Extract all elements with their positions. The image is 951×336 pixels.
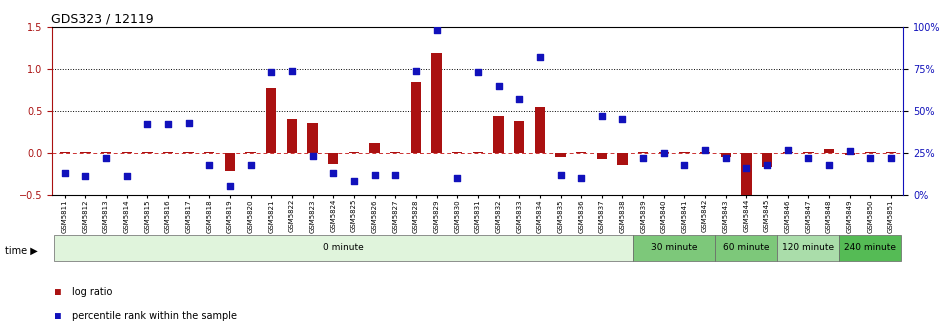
- Point: [408, 68, 423, 73]
- Bar: [473, 152, 483, 153]
- Bar: [328, 153, 339, 164]
- Bar: [101, 152, 111, 153]
- Bar: [721, 153, 731, 157]
- Point: [78, 174, 93, 179]
- Bar: [452, 152, 462, 153]
- Point: [739, 165, 754, 171]
- Point: [677, 162, 692, 167]
- Point: [594, 113, 610, 119]
- Bar: [741, 153, 751, 199]
- Text: percentile rank within the sample: percentile rank within the sample: [72, 311, 238, 321]
- Bar: [534, 107, 545, 153]
- Bar: [122, 152, 132, 153]
- Point: [263, 70, 279, 75]
- Bar: [632, 235, 715, 261]
- Bar: [60, 152, 69, 153]
- Bar: [287, 119, 297, 153]
- Point: [325, 170, 340, 176]
- Bar: [224, 153, 235, 171]
- Text: 60 minute: 60 minute: [723, 243, 769, 252]
- Text: ■: ■: [55, 287, 61, 297]
- Bar: [349, 152, 359, 153]
- Point: [450, 175, 465, 181]
- Bar: [844, 153, 855, 155]
- Bar: [390, 152, 400, 153]
- Point: [533, 54, 548, 60]
- Point: [161, 122, 176, 127]
- Bar: [715, 235, 777, 261]
- Point: [181, 120, 196, 125]
- Text: 30 minute: 30 minute: [650, 243, 697, 252]
- Bar: [865, 152, 876, 153]
- Bar: [596, 153, 607, 159]
- Point: [305, 154, 320, 159]
- Bar: [638, 152, 649, 153]
- Text: 240 minute: 240 minute: [844, 243, 897, 252]
- Bar: [245, 152, 256, 153]
- Point: [697, 147, 712, 152]
- Point: [801, 155, 816, 161]
- Point: [863, 155, 878, 161]
- Text: 120 minute: 120 minute: [783, 243, 834, 252]
- Point: [491, 83, 506, 88]
- Point: [553, 172, 568, 177]
- Point: [470, 70, 485, 75]
- Bar: [840, 235, 902, 261]
- Text: GDS323 / 12119: GDS323 / 12119: [51, 13, 154, 26]
- Bar: [679, 152, 689, 153]
- Point: [119, 174, 134, 179]
- Bar: [804, 152, 814, 153]
- Point: [760, 162, 775, 167]
- Bar: [266, 88, 277, 153]
- Point: [388, 172, 403, 177]
- Bar: [700, 152, 710, 153]
- Bar: [514, 121, 524, 153]
- Bar: [555, 153, 566, 157]
- Point: [367, 172, 382, 177]
- Point: [429, 28, 444, 33]
- Bar: [204, 152, 215, 153]
- Point: [573, 175, 589, 181]
- Text: log ratio: log ratio: [72, 287, 112, 297]
- Point: [615, 117, 631, 122]
- Point: [140, 122, 155, 127]
- Bar: [617, 153, 628, 165]
- Bar: [824, 149, 834, 153]
- Point: [284, 68, 300, 73]
- Bar: [163, 152, 173, 153]
- Bar: [432, 53, 441, 153]
- Bar: [411, 82, 421, 153]
- Point: [243, 162, 259, 167]
- Bar: [54, 235, 632, 261]
- Bar: [369, 143, 379, 153]
- Point: [57, 170, 72, 176]
- Bar: [777, 235, 840, 261]
- Point: [883, 155, 899, 161]
- Point: [843, 149, 858, 154]
- Point: [346, 179, 361, 184]
- Bar: [184, 152, 194, 153]
- Point: [202, 162, 217, 167]
- Point: [512, 96, 527, 102]
- Text: ■: ■: [55, 311, 61, 321]
- Bar: [762, 153, 772, 167]
- Point: [822, 162, 837, 167]
- Point: [718, 155, 733, 161]
- Point: [635, 155, 650, 161]
- Bar: [886, 152, 896, 153]
- Bar: [783, 152, 793, 153]
- Point: [656, 150, 671, 156]
- Bar: [142, 152, 152, 153]
- Bar: [307, 123, 318, 153]
- Text: time ▶: time ▶: [5, 245, 37, 255]
- Point: [98, 155, 113, 161]
- Bar: [80, 152, 90, 153]
- Point: [780, 147, 795, 152]
- Bar: [659, 152, 669, 153]
- Bar: [494, 116, 504, 153]
- Bar: [576, 152, 587, 153]
- Point: [223, 184, 238, 189]
- Text: 0 minute: 0 minute: [323, 243, 364, 252]
